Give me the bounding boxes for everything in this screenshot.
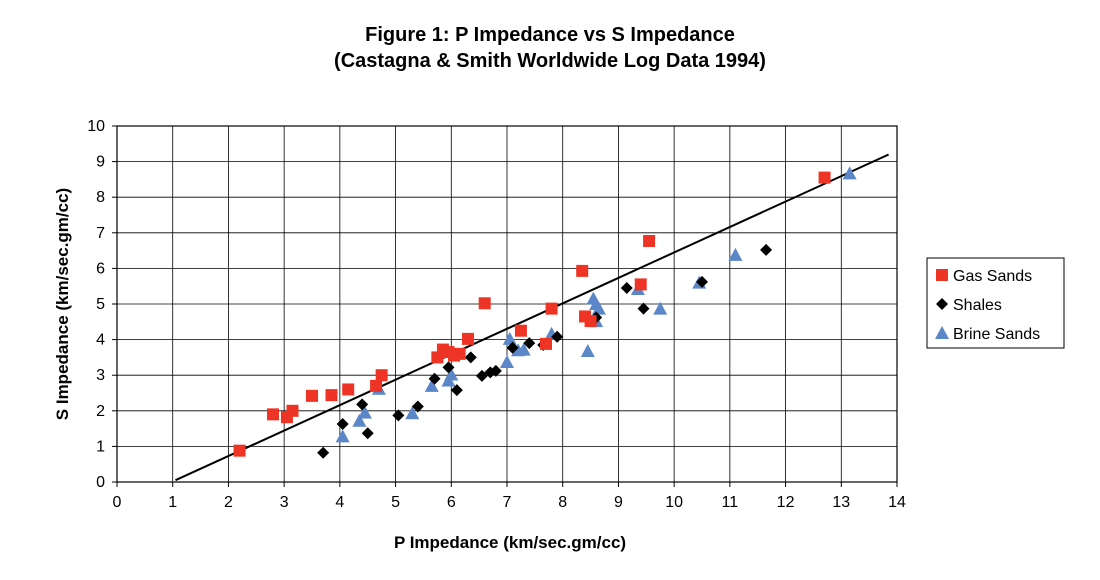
gas-sands-point [342, 383, 355, 396]
x-tick-label: 10 [665, 494, 683, 511]
shales-point [411, 400, 424, 413]
brine-sands-point [357, 405, 372, 419]
brine-sands-point [580, 343, 595, 357]
brine-sands-point [728, 247, 743, 261]
y-tick-label: 0 [96, 474, 105, 491]
y-axis-title: S Impedance (km/sec.gm/cc) [53, 188, 72, 420]
brine-sands-point [352, 413, 367, 427]
x-tick-label: 13 [832, 494, 850, 511]
legend-box [926, 257, 1065, 349]
x-tick-label: 5 [391, 494, 400, 511]
shales-point [489, 364, 502, 377]
x-tick-label: 3 [280, 494, 289, 511]
gas-sands-point [818, 171, 831, 184]
shales-point [317, 446, 330, 459]
brine-sands-point [335, 429, 350, 443]
shales-point [442, 361, 455, 374]
x-tick-label: 0 [113, 494, 122, 511]
x-tick-label: 9 [614, 494, 623, 511]
gas-sands-point [453, 347, 466, 360]
legend-marker-gas-sands [936, 269, 948, 281]
trend-line [175, 153, 890, 482]
brine-sands-point [405, 406, 420, 420]
x-tick-label: 7 [503, 494, 512, 511]
y-tick-label: 3 [96, 367, 105, 384]
brine-sands-point [500, 355, 514, 369]
gas-sands-point [306, 389, 318, 402]
brine-sands-point [591, 301, 606, 315]
legend-label-brine-sands: Brine Sands [953, 326, 1040, 343]
gas-sands-point [462, 332, 474, 345]
gas-sands-point [325, 389, 338, 402]
gas-sands-point [233, 444, 246, 457]
chart-subtitle: (Castagna & Smith Worldwide Log Data 199… [334, 50, 766, 72]
gas-sands-point [267, 408, 279, 421]
y-tick-label: 7 [96, 225, 105, 242]
shales-point [356, 398, 369, 411]
gas-sands-point [576, 264, 589, 277]
y-tick-label: 4 [96, 332, 105, 349]
brine-sands-point [424, 378, 439, 392]
chart-title: Figure 1: P Impedance vs S Impedance [365, 24, 735, 46]
shales-point [506, 341, 519, 354]
gas-sands-point [286, 404, 299, 417]
trend-line-layer [175, 153, 890, 482]
gas-sands-point [545, 302, 558, 315]
gas-sands-point [643, 234, 656, 247]
x-tick-label: 4 [335, 494, 344, 511]
gas-sands-point [478, 297, 491, 310]
shales-point [428, 372, 441, 385]
shales-point [392, 409, 405, 422]
shales-point [464, 351, 477, 364]
brine-sands-point [516, 342, 531, 356]
shales-point [450, 384, 463, 397]
data-points [233, 166, 857, 459]
y-tick-label: 10 [87, 118, 105, 135]
gas-sands-point [584, 315, 597, 328]
y-tick-label: 9 [96, 154, 105, 171]
shales-point [620, 281, 633, 294]
shales-point [760, 243, 773, 256]
shales-point [637, 302, 650, 315]
x-tick-label: 6 [447, 494, 456, 511]
gas-sands-point [370, 379, 383, 392]
legend-label-shales: Shales [953, 297, 1002, 314]
y-tick-label: 6 [96, 260, 105, 277]
brine-sands-point [653, 301, 668, 315]
x-axis-title: P Impedance (km/sec.gm/cc) [394, 533, 626, 552]
shales-point [361, 427, 374, 440]
shales-point [523, 337, 536, 350]
x-tick-label: 11 [722, 494, 739, 511]
shales-point [551, 330, 564, 343]
grid-lines [116, 125, 898, 483]
legend-marker-brine-sands [935, 326, 949, 339]
x-tick-label: 14 [888, 494, 906, 511]
legend-marker-shales [936, 298, 948, 310]
x-tick-label: 1 [168, 494, 177, 511]
brine-sands-point [502, 331, 517, 345]
plot-area-border [116, 125, 898, 483]
x-tick-label: 12 [777, 494, 795, 511]
legend: Gas Sands Shales Brine Sands [926, 257, 1065, 349]
legend-label-gas-sands: Gas Sands [953, 268, 1032, 285]
y-tick-label: 5 [96, 296, 105, 313]
x-tick-label: 8 [558, 494, 567, 511]
shales-point [696, 275, 708, 288]
y-tick-label: 1 [96, 438, 105, 455]
x-tick-label: 2 [224, 494, 233, 511]
legend-items: Gas Sands Shales Brine Sands [935, 268, 1040, 343]
y-tick-label: 8 [96, 189, 105, 206]
gas-sands-point [634, 278, 647, 291]
brine-sands-point [842, 166, 857, 180]
gas-sands-point [514, 324, 527, 337]
gas-sands-point [375, 369, 388, 382]
brine-sands-point [444, 367, 459, 381]
gas-sands-point [540, 337, 552, 350]
shales-point [336, 417, 349, 430]
y-tick-label: 2 [96, 403, 105, 420]
